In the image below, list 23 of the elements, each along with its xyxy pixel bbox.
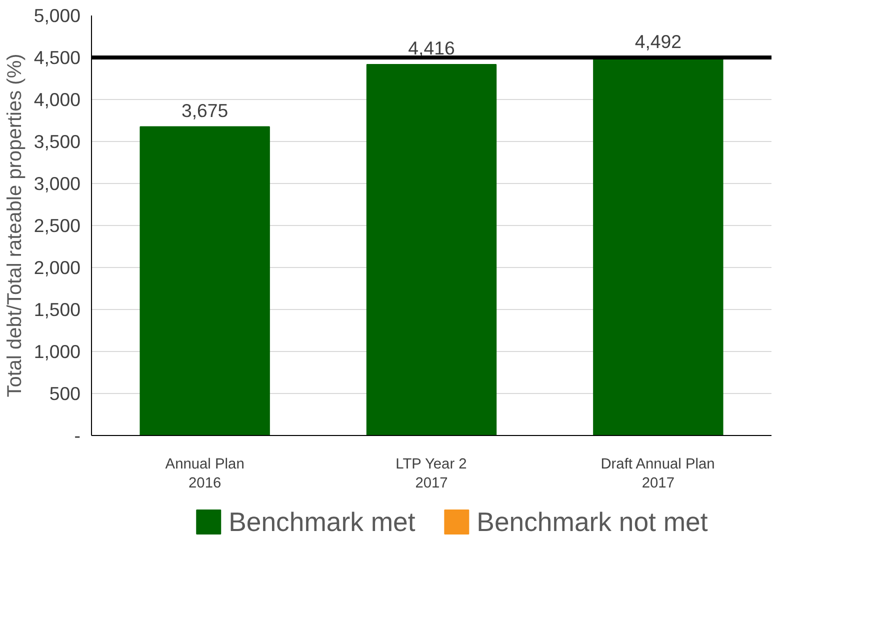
bar (366, 64, 497, 436)
y-tick-label: 3,500 (34, 131, 80, 152)
bar (140, 126, 270, 436)
y-tick-label: 3,000 (34, 173, 80, 194)
bar (593, 58, 724, 436)
legend-label: Benchmark met (228, 507, 416, 537)
y-tick-label: 4,000 (34, 89, 80, 110)
y-tick-label: 5,000 (34, 5, 80, 26)
y-tick-label: 4,500 (34, 47, 80, 68)
y-axis-title: Total debt/Total rateable properties (%) (4, 54, 26, 398)
data-label: 3,675 (181, 100, 228, 121)
y-tick-label: 1,500 (34, 299, 80, 320)
y-tick-label: 1,000 (34, 341, 80, 362)
data-label: 4,492 (634, 31, 682, 52)
x-tick-label: Annual Plan 2016 (165, 456, 244, 492)
y-tick-label: 2,000 (34, 257, 80, 278)
y-tick-label: - (74, 425, 81, 446)
x-tick-label: Draft Annual Plan 2017 (600, 456, 715, 492)
y-tick-label: 500 (49, 383, 81, 404)
x-tick-label: LTP Year 2 2017 (396, 456, 467, 492)
data-label: 4,416 (408, 38, 455, 59)
y-tick-label: 2,500 (34, 215, 80, 236)
legend-label: Benchmark not met (476, 507, 708, 537)
